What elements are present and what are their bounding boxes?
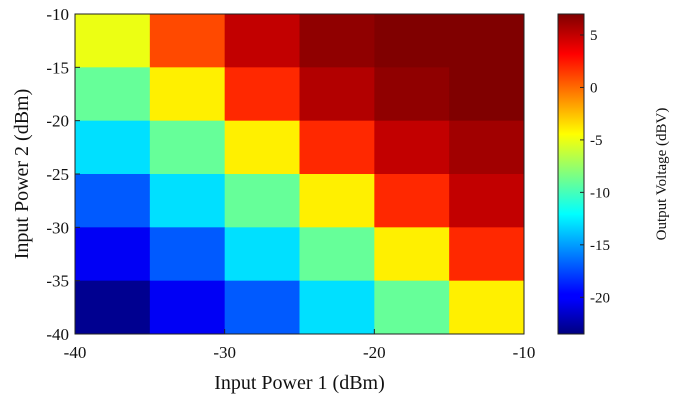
heatmap-cell	[374, 280, 450, 335]
heatmap-cell	[224, 174, 300, 228]
heatmap-cell	[149, 14, 226, 68]
y-axis: -10 -15 -20 -25 -30 -35 -40	[46, 5, 80, 344]
y-tick-label: -20	[46, 112, 69, 131]
y-tick-label: -40	[46, 325, 69, 344]
heatmap-cell	[75, 14, 151, 68]
colorbar-axis: 5 0 -5 -10 -15 -20	[580, 28, 610, 306]
x-tick-label: -10	[513, 343, 536, 362]
heatmap-cell	[224, 280, 300, 335]
heatmap-cell	[299, 280, 375, 335]
x-axis: -40 -30 -20 -10	[64, 329, 536, 362]
heatmap-cell	[149, 227, 226, 282]
heatmap-cell	[299, 120, 375, 175]
y-tick-label: -25	[46, 165, 69, 184]
heatmap-cell	[224, 227, 300, 282]
heatmap-cell	[299, 174, 375, 228]
heatmap-cell	[374, 174, 450, 228]
heatmap-cell	[449, 120, 525, 175]
heatmap-cell	[374, 227, 450, 282]
heatmap-cell	[75, 67, 151, 122]
heatmap-cell	[374, 67, 450, 122]
colorbar-tick-label: -10	[590, 185, 610, 201]
heatmap-cell	[299, 67, 375, 122]
colorbar-tick-label: -15	[590, 238, 610, 254]
colorbar	[557, 13, 585, 335]
colorbar-tick-label: 5	[590, 28, 598, 44]
heatmap-cell	[299, 14, 375, 68]
x-tick-label: -20	[363, 343, 386, 362]
heatmap-cell	[224, 14, 300, 68]
heatmap-cell	[224, 120, 300, 175]
colorbar-tick-label: -5	[590, 133, 603, 149]
colorbar-tick-label: -20	[590, 290, 610, 306]
heatmap-cell	[149, 67, 226, 122]
heatmap-cell	[75, 227, 151, 282]
y-tick-label: -10	[46, 5, 69, 24]
y-tick-label: -15	[46, 58, 69, 77]
heatmap-cell	[449, 227, 525, 282]
heatmap-cell	[149, 280, 226, 335]
heatmap-cell	[149, 174, 226, 228]
heatmap-cell	[75, 280, 151, 335]
heatmap-cell	[449, 280, 525, 335]
colorbar-tick-label: 0	[590, 80, 598, 96]
y-axis-title: Input Power 2 (dBm)	[11, 89, 33, 260]
heatmap-cell	[75, 120, 151, 175]
y-tick-label: -30	[46, 218, 69, 237]
x-tick-label: -30	[213, 343, 236, 362]
colorbar-title: Output Voltage (dBV)	[654, 108, 670, 241]
heatmap-cell	[149, 120, 226, 175]
heatmap-cell	[75, 174, 151, 228]
heatmap-cell	[374, 14, 450, 68]
heatmap-cell	[374, 120, 450, 175]
y-tick-label: -35	[46, 272, 69, 291]
x-axis-title: Input Power 1 (dBm)	[214, 372, 385, 394]
x-tick-label: -40	[64, 343, 87, 362]
heatmap-cell	[449, 67, 525, 122]
heatmap-cell	[299, 227, 375, 282]
heatmap-cells	[75, 14, 525, 335]
heatmap-cell	[224, 67, 300, 122]
heatmap-cell	[449, 14, 525, 68]
heatmap-cell	[449, 174, 525, 228]
